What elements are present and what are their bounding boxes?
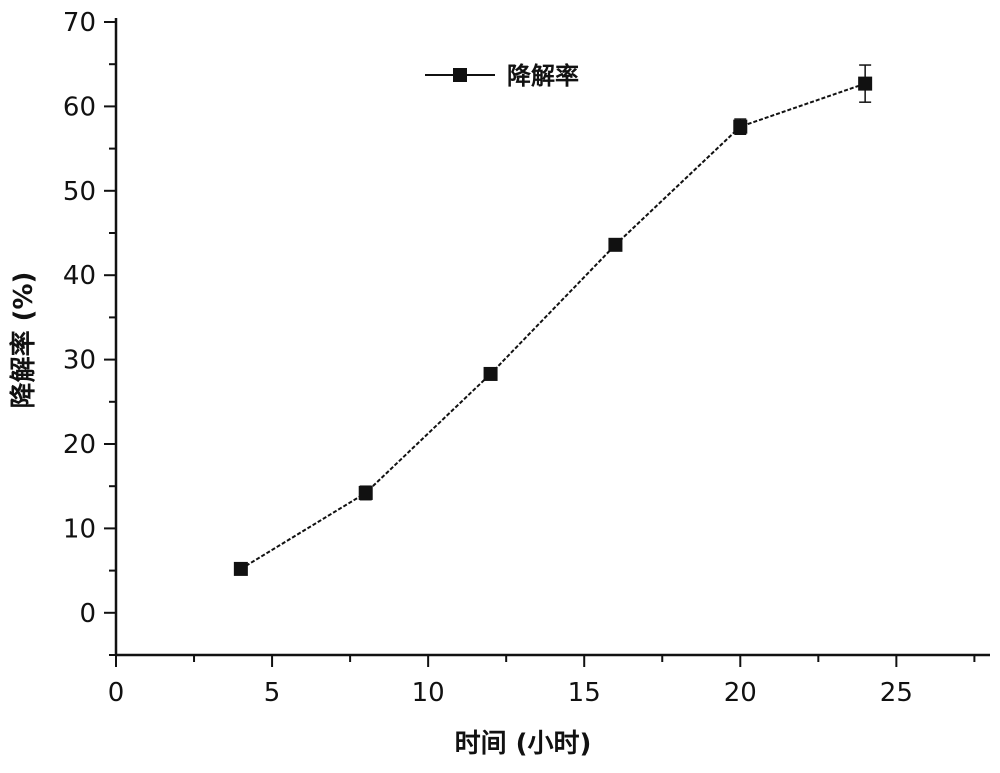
x-tick-label: 5 <box>264 678 281 708</box>
y-tick-label: 30 <box>63 346 96 376</box>
y-tick-label: 20 <box>63 430 96 460</box>
y-tick-label: 40 <box>63 261 96 291</box>
y-tick-label: 0 <box>79 599 96 629</box>
x-axis-title: 时间 (小时) <box>455 729 592 759</box>
y-tick-label: 70 <box>63 8 96 38</box>
data-point-marker <box>733 119 748 134</box>
x-tick-label: 0 <box>108 678 125 708</box>
legend-label: 降解率 <box>507 62 579 90</box>
axes: 0 5 10 15 20 25 0 10 20 30 40 50 60 70 <box>63 8 990 708</box>
y-tick-label: 10 <box>63 514 96 544</box>
x-tick-label: 10 <box>412 678 445 708</box>
data-point-marker <box>858 76 873 91</box>
y-tick-label: 50 <box>63 177 96 207</box>
data-point-marker <box>358 485 373 500</box>
data-point-marker <box>233 561 248 576</box>
y-tick-label: 60 <box>63 92 96 122</box>
legend: 降解率 <box>425 62 579 90</box>
data-point-marker <box>608 237 623 252</box>
data-point-marker <box>483 366 498 381</box>
x-tick-label: 15 <box>568 678 601 708</box>
x-tick-label: 20 <box>724 678 757 708</box>
series-line <box>240 82 866 570</box>
x-tick-label: 25 <box>880 678 913 708</box>
legend-marker <box>453 68 467 82</box>
y-axis-title: 降解率 (%) <box>8 272 39 409</box>
plot-series <box>233 64 873 576</box>
